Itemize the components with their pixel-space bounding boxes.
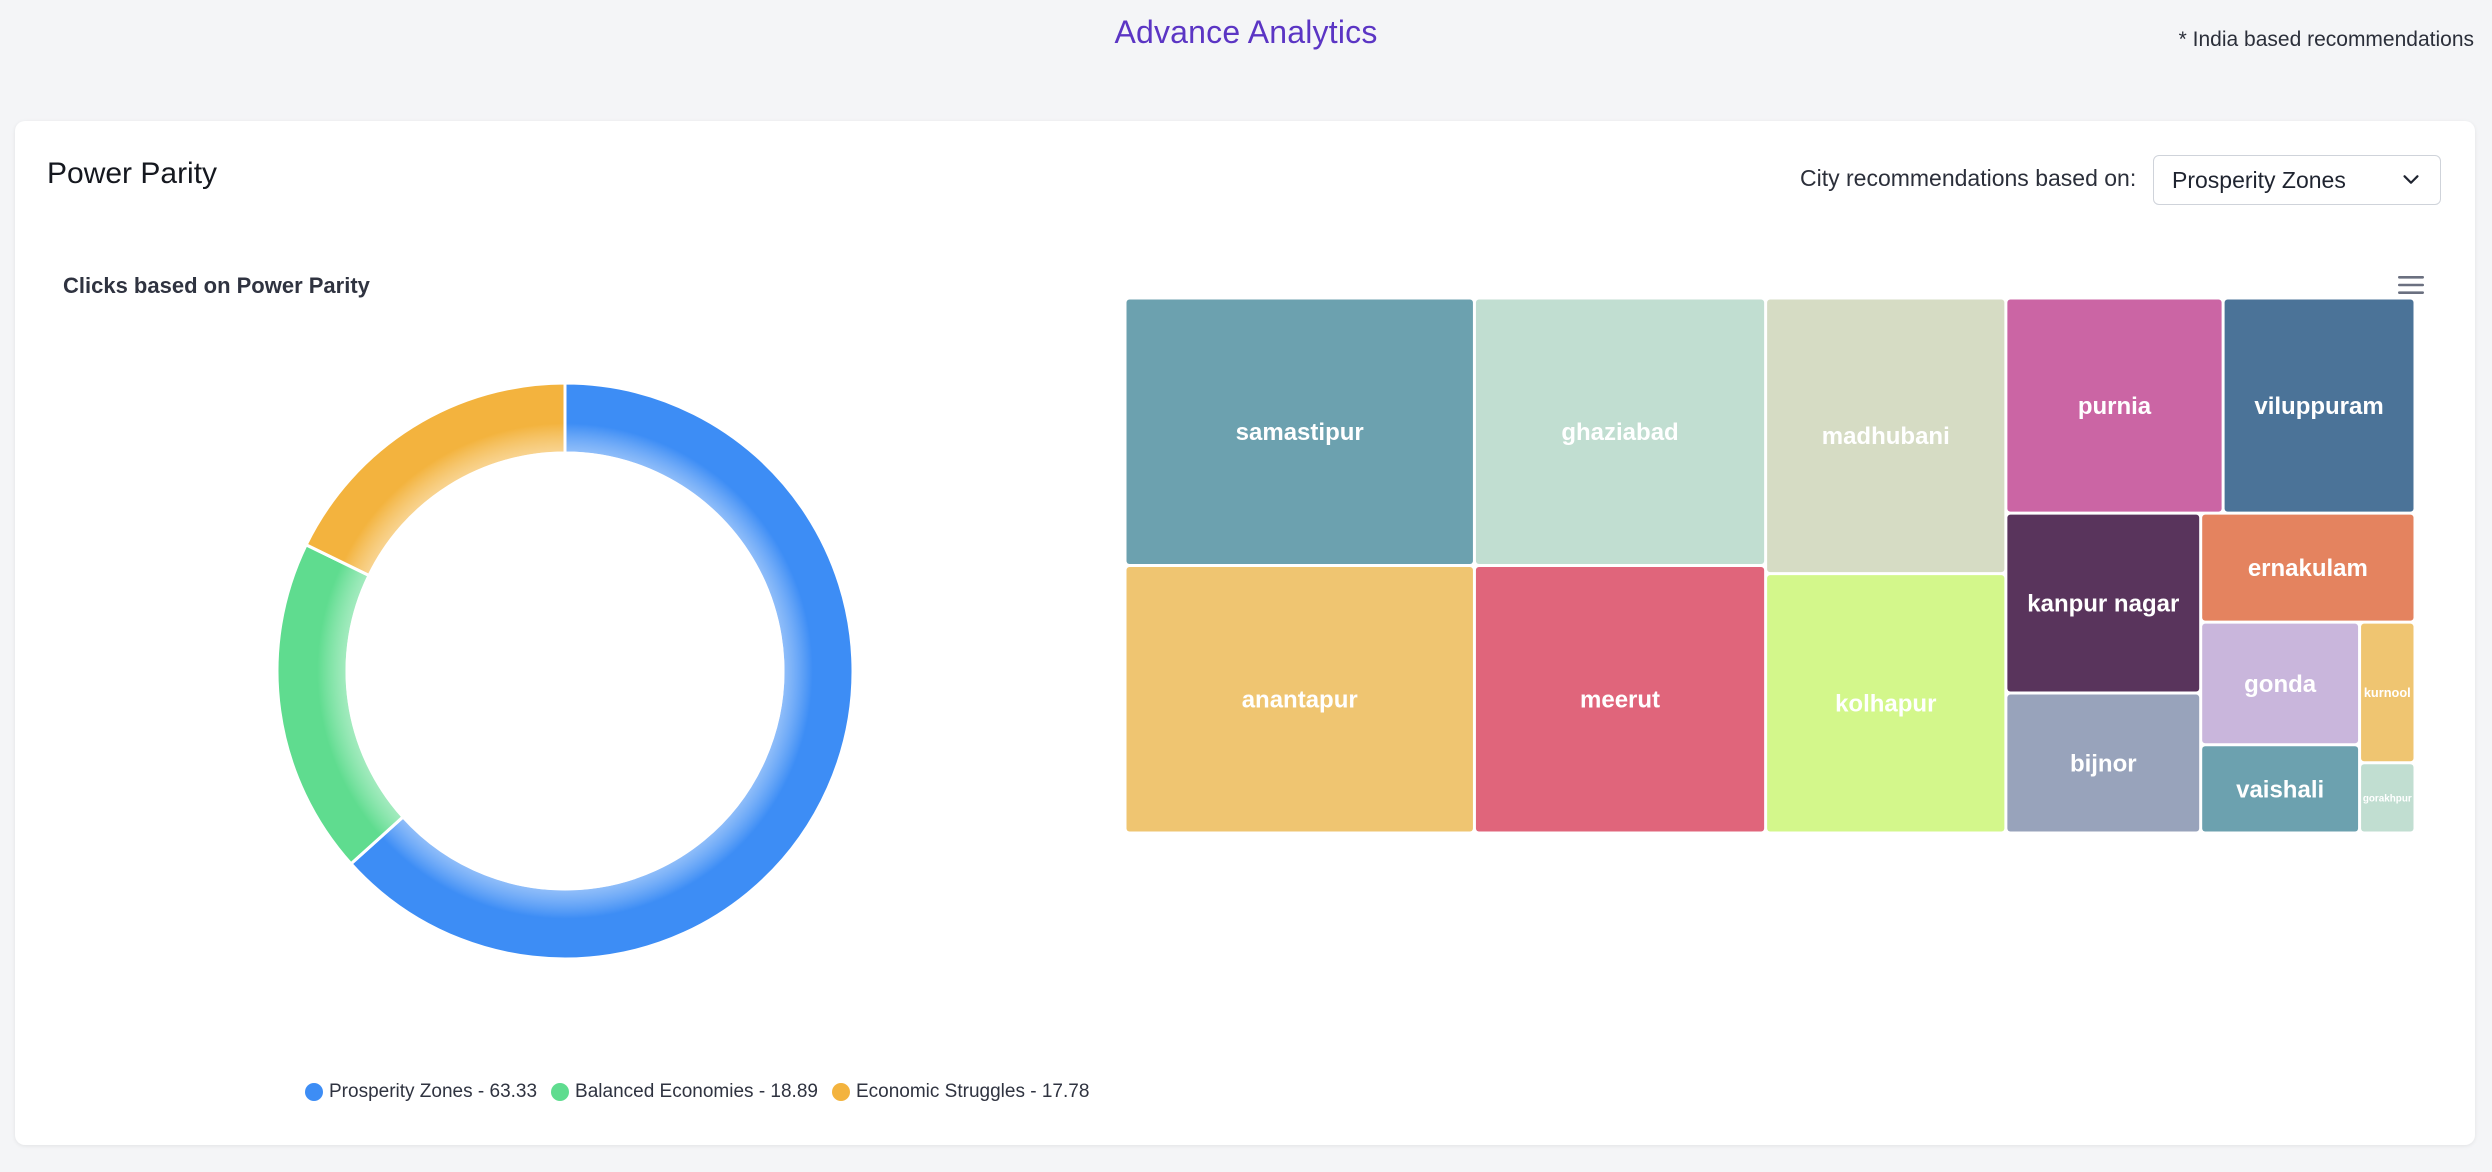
treemap-rect xyxy=(1126,567,1473,832)
legend-dot xyxy=(551,1083,570,1101)
treemap-rect xyxy=(1475,299,1765,564)
treemap-label: anantapur xyxy=(1242,687,1358,714)
treemap-cell-ernakulam[interactable]: ernakulam xyxy=(2202,514,2414,621)
treemap-rect xyxy=(1126,299,1473,564)
treemap-rect xyxy=(2361,623,2414,762)
treemap-label: ernakulam xyxy=(2248,555,2368,582)
treemap-label: kanpur nagar xyxy=(2027,591,2179,618)
treemap-label: ghaziabad xyxy=(1561,419,1678,446)
legend-label: Balanced Economies - 18.89 xyxy=(575,1081,818,1102)
page-title: Advance Analytics xyxy=(1114,14,1378,50)
treemap-label: meerut xyxy=(1580,687,1660,714)
treemap-label: viluppuram xyxy=(2254,393,2383,420)
recommendation-select-value: Prosperity Zones xyxy=(2172,166,2346,193)
legend-item-economic-struggles[interactable]: Economic Struggles - 17.78 xyxy=(831,1081,1090,1103)
treemap-cell-vaishali[interactable]: vaishali xyxy=(2202,746,2359,832)
chevron-down-icon xyxy=(2403,175,2419,184)
treemap-cell-viluppuram[interactable]: viluppuram xyxy=(2224,299,2414,512)
donut-slice-balanced-economies[interactable] xyxy=(275,542,406,866)
treemap-rect xyxy=(1767,299,2005,573)
legend-item-balanced-economies[interactable]: Balanced Economies - 18.89 xyxy=(551,1081,818,1103)
treemap-label: gonda xyxy=(2244,671,2317,698)
treemap-cell-samastipur[interactable]: samastipur xyxy=(1126,299,1473,565)
legend-label: Economic Struggles - 17.78 xyxy=(855,1081,1090,1102)
donut-chart xyxy=(255,361,875,981)
treemap-label: gorakhpur xyxy=(2363,793,2412,804)
treemap-cell-ghaziabad[interactable]: ghaziabad xyxy=(1475,299,1765,565)
treemap-rect xyxy=(2007,694,2200,832)
legend-item-prosperity-zones[interactable]: Prosperity Zones - 63.33 xyxy=(305,1081,537,1103)
legend-label: Prosperity Zones - 63.33 xyxy=(329,1081,538,1102)
treemap-label: samastipur xyxy=(1236,419,1364,446)
treemap-rect xyxy=(2202,623,2359,744)
treemap-cell-kurnool[interactable]: kurnool xyxy=(2361,623,2414,762)
treemap-rect xyxy=(2007,299,2222,512)
power-parity-card: Power Parity City recommendations based … xyxy=(15,121,2475,1145)
treemap-rect xyxy=(1475,567,1765,832)
treemap-cell-anantapur[interactable]: anantapur xyxy=(1126,567,1473,832)
treemap-rect xyxy=(2007,514,2200,692)
hamburger-menu-icon[interactable] xyxy=(2396,273,2426,297)
treemap-cell-purnia[interactable]: purnia xyxy=(2007,299,2222,512)
treemap-cell-gonda[interactable]: gonda xyxy=(2202,623,2359,744)
treemap-cell-gorakhpur[interactable]: gorakhpur xyxy=(2361,764,2414,832)
treemap-label: kolhapur xyxy=(1835,691,1936,718)
treemap-rect xyxy=(1767,575,2005,832)
donut-legend: Prosperity Zones - 63.33 Balanced Econom… xyxy=(305,1081,1089,1103)
treemap-label: vaishali xyxy=(2236,776,2324,803)
treemap-cell-bijnor[interactable]: bijnor xyxy=(2007,694,2200,832)
treemap-cell-meerut[interactable]: meerut xyxy=(1475,567,1765,832)
donut-slice-economic-struggles[interactable] xyxy=(304,381,567,578)
treemap-rect xyxy=(2224,299,2414,512)
treemap-rect xyxy=(2202,514,2414,621)
treemap-rect xyxy=(2202,746,2359,832)
page-note: * India based recommendations xyxy=(2178,28,2474,51)
recommendation-select[interactable]: Prosperity Zones xyxy=(2153,155,2441,205)
treemap-label: purnia xyxy=(2078,393,2152,420)
treemap-cell-kolhapur[interactable]: kolhapur xyxy=(1767,575,2005,832)
card-title: Power Parity xyxy=(47,157,218,190)
treemap-label: madhubani xyxy=(1822,423,1950,450)
legend-dot xyxy=(831,1083,850,1101)
legend-dot xyxy=(305,1083,323,1101)
treemap-cell-kanpur-nagar[interactable]: kanpur nagar xyxy=(2007,514,2200,692)
chart-title: Clicks based on Power Parity xyxy=(63,273,370,298)
treemap-chart: samastipur anantapur ghaziabad meerut madhub… xyxy=(1125,298,2415,833)
treemap-label: kurnool xyxy=(2364,685,2411,700)
treemap-rect xyxy=(2361,764,2414,832)
treemap-label: bijnor xyxy=(2070,750,2137,777)
treemap-cell-madhubani[interactable]: madhubani xyxy=(1767,299,2005,573)
recommendation-label: City recommendations based on: xyxy=(1800,165,2137,191)
